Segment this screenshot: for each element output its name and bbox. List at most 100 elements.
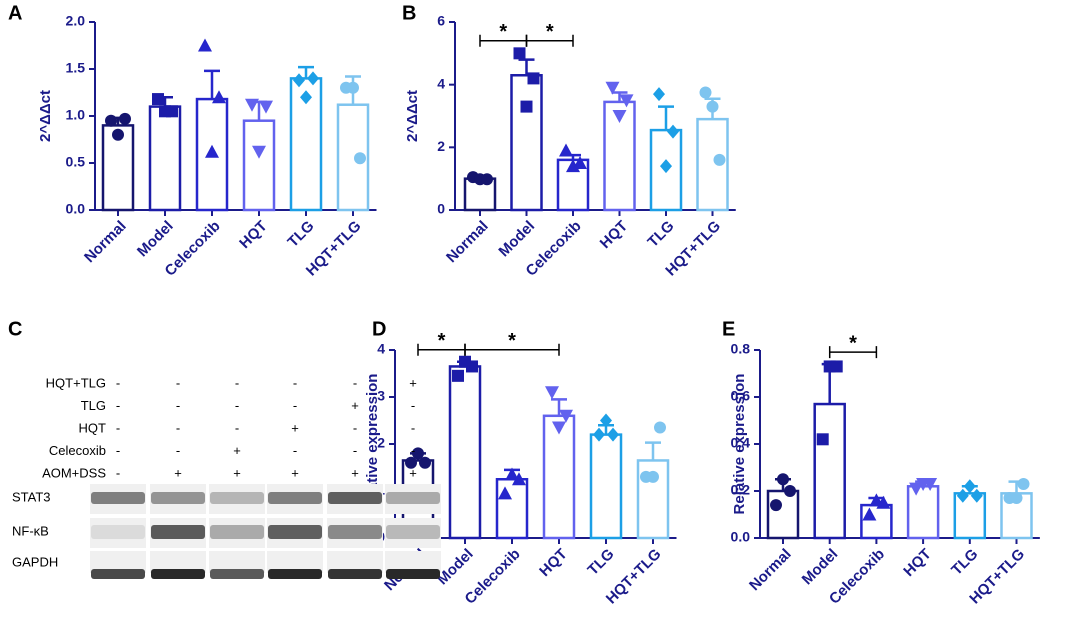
data-point [405, 456, 417, 469]
error-bar [551, 398, 567, 416]
error-bar [611, 91, 628, 102]
significance-label: * [849, 332, 857, 354]
data-point [354, 152, 366, 165]
data-point [605, 81, 620, 95]
blot-band [386, 492, 440, 504]
error-bar [645, 441, 661, 461]
blot-band [210, 525, 264, 539]
x-tick-label: TLG [584, 546, 617, 579]
treatment-sign: - [235, 375, 239, 390]
data-point [963, 479, 976, 494]
y-tick-label: 4 [377, 341, 385, 357]
treatment-sign: - [411, 443, 415, 458]
y-tick-label: 2.0 [66, 13, 86, 29]
data-point [198, 38, 212, 52]
blot-band [91, 525, 145, 539]
x-tick-label: Model [495, 218, 538, 261]
treatment-sign: + [291, 465, 299, 480]
data-point [713, 153, 726, 166]
blot-band [151, 492, 205, 504]
treatment-sign: - [176, 420, 180, 435]
treatment-label: HQT [79, 420, 107, 435]
bar [813, 402, 846, 540]
panel-label: C [8, 318, 22, 340]
treatment-sign: + [351, 465, 359, 480]
significance-label: * [499, 21, 507, 43]
bar [448, 365, 482, 540]
blot-band [328, 569, 382, 579]
data-point [816, 433, 829, 446]
y-tick-label: 6 [437, 13, 445, 29]
data-point [830, 360, 843, 373]
data-point [660, 159, 672, 174]
treatment-sign: + [351, 398, 359, 413]
blot-band [91, 569, 145, 579]
panel-label: B [402, 2, 416, 24]
data-point [777, 473, 789, 486]
data-point [259, 100, 273, 114]
significance-label: * [438, 330, 446, 352]
data-point [612, 110, 627, 123]
treatment-label: AOM+DSS [42, 465, 106, 480]
error-bar [518, 58, 535, 76]
data-point [923, 477, 938, 491]
data-point [706, 100, 719, 113]
bar [242, 119, 276, 212]
data-point [412, 447, 424, 460]
y-tick-label: 0.4 [731, 435, 751, 451]
x-tick-label: Model [134, 218, 177, 261]
data-point [699, 86, 712, 99]
data-point [770, 499, 782, 512]
x-tick-label: Normal [81, 218, 130, 267]
blot-band [210, 569, 264, 579]
data-point [573, 156, 587, 169]
error-bar [658, 105, 674, 131]
y-tick-label: 0.5 [66, 154, 86, 170]
data-point [505, 467, 519, 481]
data-point [593, 427, 605, 442]
x-tick-label: TLG [284, 218, 317, 251]
treatment-label: TLG [81, 398, 106, 413]
data-point [647, 470, 659, 483]
y-tick-label: 0.6 [731, 388, 751, 404]
data-point [520, 100, 533, 113]
y-tick-label: 1.5 [66, 60, 86, 76]
data-point [653, 87, 665, 102]
data-point [452, 369, 464, 382]
bar [148, 105, 182, 212]
treatment-sign: - [235, 420, 239, 435]
treatment-sign: + [291, 420, 299, 435]
x-tick-label: HQT [236, 218, 270, 252]
treatment-sign: - [411, 398, 415, 413]
data-point [1017, 477, 1030, 490]
treatment-sign: - [176, 375, 180, 390]
data-point [513, 47, 526, 60]
data-point [667, 124, 679, 139]
treatment-sign: - [293, 375, 297, 390]
blot-band [268, 569, 322, 579]
data-point [419, 456, 431, 469]
y-tick-label: 0.2 [731, 482, 751, 498]
x-tick-label: Normal [443, 218, 492, 267]
bar [860, 503, 893, 540]
y-axis-label: Relative expression [364, 374, 381, 515]
treatment-sign: - [293, 398, 297, 413]
blot-band [386, 569, 440, 579]
y-tick-label: 0 [437, 201, 445, 217]
data-point [970, 488, 983, 503]
treatment-label: Celecoxib [49, 443, 106, 458]
data-point [152, 93, 164, 106]
data-point [166, 105, 178, 118]
blot-lane [209, 551, 265, 573]
data-point [527, 72, 540, 85]
blot-band [268, 492, 322, 504]
bar [510, 74, 543, 212]
y-axis-label: Relative expression [731, 374, 748, 515]
treatment-sign: - [293, 443, 297, 458]
significance-bracket [828, 346, 878, 359]
y-axis-label: 2^ΔΔct [404, 90, 421, 142]
treatment-sign: + [174, 465, 182, 480]
y-tick-label: 2 [437, 138, 445, 154]
data-point [909, 482, 924, 496]
blot-lane [150, 551, 206, 573]
